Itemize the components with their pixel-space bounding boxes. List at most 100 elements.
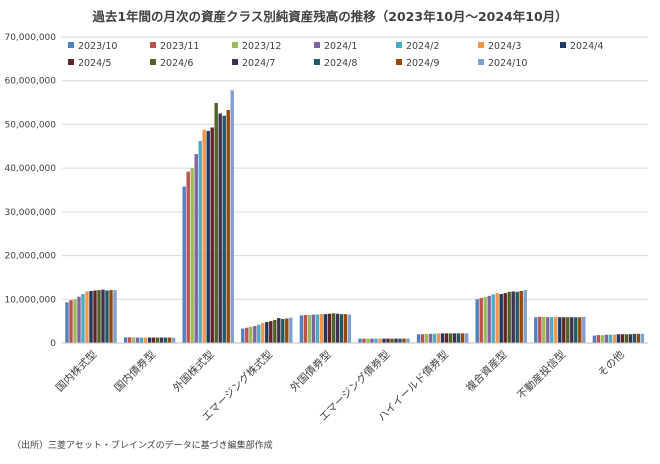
category-group: [241, 317, 293, 343]
bar: [394, 338, 398, 343]
bar: [163, 337, 168, 343]
category-label: 国内株式型: [53, 348, 99, 394]
bar: [226, 110, 230, 343]
y-tick-label: 40,000,000: [4, 164, 56, 174]
bar: [507, 291, 511, 343]
legend-label: 2024/6: [160, 58, 193, 69]
bar: [456, 333, 461, 343]
bar: [81, 294, 85, 343]
bar: [382, 338, 386, 343]
bar: [77, 296, 81, 343]
bar: [550, 317, 554, 343]
category-group: [475, 290, 527, 343]
bar: [123, 337, 128, 343]
legend-swatch: [396, 42, 402, 48]
bar: [600, 335, 605, 343]
bar: [460, 333, 465, 343]
category-group: [182, 90, 234, 344]
legend-swatch: [478, 59, 484, 65]
bar: [230, 90, 234, 344]
bar: [515, 291, 519, 343]
bar: [604, 334, 609, 343]
bar: [109, 290, 113, 343]
legend: 2023/10 2023/11 2023/12 2024/1 2024/2 2024/3 2…: [68, 41, 603, 69]
bar: [261, 322, 265, 343]
bar: [202, 129, 206, 343]
bar: [143, 337, 148, 343]
source-note: （出所）三菱アセット・ブレインズのデータに基づき編集部作成: [12, 439, 273, 451]
bar: [331, 313, 336, 343]
bar: [101, 289, 105, 343]
category-label: その他: [595, 348, 627, 380]
bar: [420, 334, 425, 343]
bar: [624, 334, 629, 343]
bar: [327, 313, 332, 343]
bar: [273, 319, 277, 343]
legend-label: 2024/10: [488, 58, 527, 69]
bar: [362, 338, 366, 343]
bar: [339, 314, 344, 343]
bar: [257, 324, 261, 343]
bar: [406, 338, 410, 343]
bar: [65, 302, 69, 343]
category-label: 外国債券型: [288, 348, 334, 394]
bar: [277, 318, 281, 343]
legend-swatch: [478, 42, 484, 48]
bar: [147, 337, 152, 343]
legend-label: 2023/10: [78, 41, 117, 52]
bar: [222, 115, 226, 343]
legend-item: 2024/5: [68, 58, 111, 69]
bar: [503, 293, 507, 343]
bar: [511, 291, 515, 343]
legend-item: 2024/4: [560, 41, 603, 52]
legend-item: 2024/3: [478, 41, 521, 52]
bar: [487, 295, 491, 343]
legend-item: 2024/9: [396, 58, 439, 69]
bar: [159, 337, 164, 343]
bar: [620, 334, 625, 343]
bar: [73, 299, 77, 343]
bar: [214, 103, 218, 343]
bar: [269, 321, 273, 343]
bar: [289, 317, 293, 343]
bar: [281, 318, 285, 343]
legend-swatch: [150, 42, 156, 48]
bar: [182, 186, 186, 343]
y-tick-label: 60,000,000: [4, 77, 56, 87]
bar: [105, 290, 109, 343]
bar: [69, 300, 73, 343]
bar: [171, 337, 176, 343]
legend-swatch: [150, 59, 156, 65]
bar: [636, 333, 641, 343]
legend-item: 2024/7: [232, 58, 275, 69]
bar: [89, 290, 93, 343]
bar: [245, 327, 249, 343]
legend-label: 2024/4: [570, 41, 603, 52]
legend-swatch: [560, 42, 566, 48]
y-tick-label: 30,000,000: [4, 208, 56, 218]
bar: [218, 113, 222, 343]
bar: [323, 314, 328, 343]
bar: [574, 317, 578, 343]
bar: [416, 334, 421, 343]
bar: [335, 313, 340, 343]
legend-label: 2024/8: [324, 58, 357, 69]
bar: [253, 325, 257, 343]
bar: [483, 297, 487, 343]
bar: [432, 333, 437, 343]
bar: [558, 317, 562, 343]
bar: [93, 290, 97, 343]
bar: [311, 314, 316, 343]
bar: [495, 293, 499, 343]
legend-item: 2024/2: [396, 41, 439, 52]
bar: [582, 316, 586, 343]
legend-label: 2023/11: [160, 41, 199, 52]
bar: [370, 338, 374, 343]
bar: [554, 316, 558, 343]
bar: [475, 299, 479, 343]
bar: [592, 335, 597, 343]
bar: [596, 335, 601, 343]
bar: [562, 317, 566, 343]
